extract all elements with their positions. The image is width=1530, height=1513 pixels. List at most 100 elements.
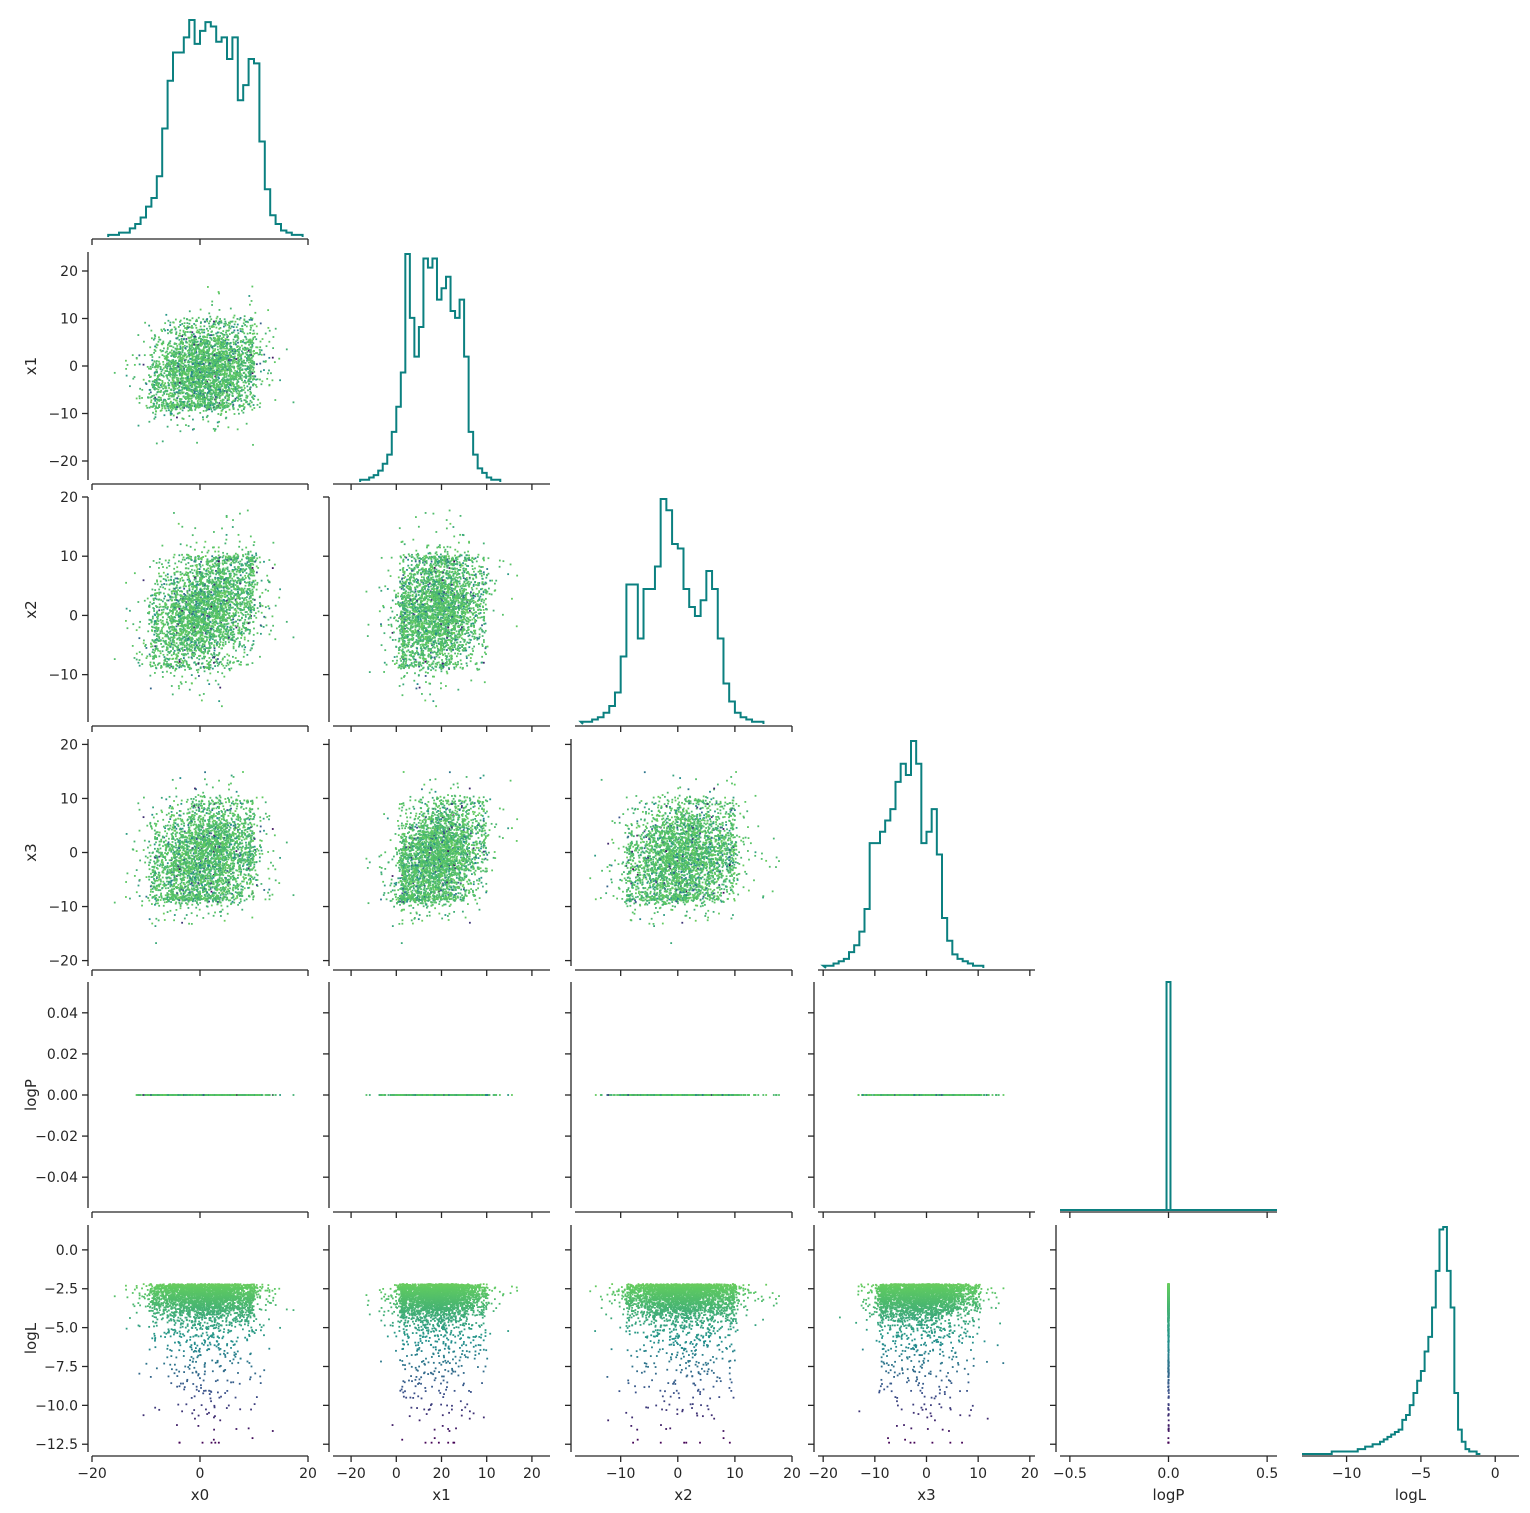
scatter-point [268,357,270,359]
scatter-point [222,364,224,366]
scatter-point [204,392,206,394]
scatter-point [194,391,196,393]
scatter-point [184,381,186,383]
scatter-point [173,382,175,384]
scatter-point [185,424,187,426]
scatter-point [209,407,211,409]
scatter-point [221,384,223,386]
scatter-point [241,375,243,377]
scatter-point [144,600,146,602]
scatter-point [236,326,238,328]
scatter-point [243,376,245,378]
scatter-point [249,355,251,357]
scatter-point [244,387,246,389]
scatter-point [242,348,244,350]
scatter-point [219,392,221,394]
scatter-point [167,405,169,407]
scatter-point [163,355,165,357]
scatter-point [181,389,183,391]
scatter-point [250,374,252,376]
scatter-point [218,328,220,330]
scatter-point [179,580,181,582]
scatter-point [160,368,162,370]
scatter-point [154,374,156,376]
scatter-point [229,384,231,386]
scatter-point [202,359,204,361]
scatter-point [156,391,158,393]
scatter-point [181,338,183,340]
scatter-point [204,403,206,405]
scatter-point [163,328,165,330]
scatter-point [174,399,176,401]
scatter-point [251,357,253,359]
scatter-point [239,372,241,374]
scatter-point [201,356,203,358]
scatter-point [199,336,201,338]
scatter-point [252,378,254,380]
scatter-point [248,404,250,406]
scatter-point [248,372,250,374]
scatter-point [243,403,245,405]
scatter-point [234,413,236,415]
scatter-point [247,381,249,383]
scatter-point [251,319,253,321]
scatter-point [220,320,222,322]
scatter-point [212,350,214,352]
panel-x0-vs-x0 [92,20,308,245]
scatter-point [178,363,180,365]
scatter-point [178,343,180,345]
scatter-point [235,612,237,614]
scatter-point [237,355,239,357]
scatter-point [138,425,140,427]
scatter-point [180,400,182,402]
scatter-point [170,363,172,365]
scatter-point [240,317,242,319]
scatter-point [207,396,209,398]
scatter-point [158,336,160,338]
scatter-point [205,360,207,362]
scatter-point [170,355,172,357]
scatter-point [217,413,219,415]
scatter-point [245,382,247,384]
scatter-point [216,355,218,357]
scatter-point [184,345,186,347]
scatter-point [200,561,202,563]
scatter-point [188,340,190,342]
scatter-point [228,381,230,383]
scatter-point [252,444,254,446]
scatter-point [211,304,213,306]
scatter-point [153,339,155,341]
scatter-point [227,384,229,386]
scatter-point [240,400,242,402]
scatter-point [184,384,186,386]
scatter-point [165,375,167,377]
scatter-point [184,364,186,366]
scatter-point [259,379,261,381]
scatter-point [227,367,229,369]
scatter-point [182,355,184,357]
scatter-point [148,421,150,423]
scatter-point [217,396,219,398]
scatter-point [190,354,192,356]
scatter-point [251,286,253,288]
scatter-point [199,397,201,399]
scatter-point [183,366,185,368]
scatter-point [202,342,204,344]
scatter-point [232,321,234,323]
scatter-point [168,371,170,373]
scatter-point [226,334,228,336]
scatter-point [192,383,194,385]
scatter-point [237,332,239,334]
scatter-point [259,406,261,408]
scatter-point [216,368,218,370]
scatter-point [208,379,210,381]
scatter-point [161,374,163,376]
scatter-point [147,396,149,398]
scatter-point [165,391,167,393]
scatter-point [250,361,252,363]
scatter-point [160,329,162,331]
scatter-point [197,376,199,378]
scatter-point [211,301,213,303]
scatter-point [243,381,245,383]
scatter-point [293,401,295,403]
